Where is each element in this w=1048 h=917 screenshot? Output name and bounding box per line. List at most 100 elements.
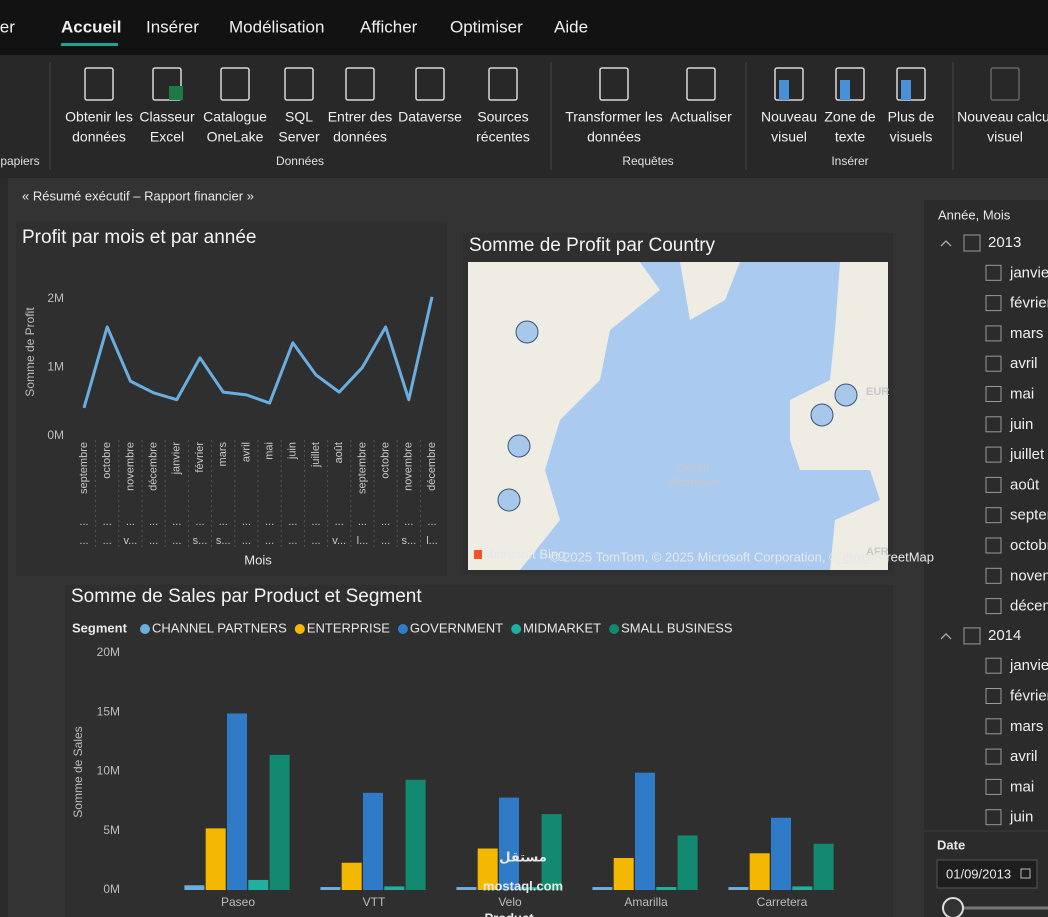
checkbox[interactable] (985, 355, 1002, 372)
checkbox[interactable] (963, 234, 981, 252)
map-bubble[interactable] (515, 320, 539, 344)
bar[interactable] (269, 754, 290, 890)
button-label[interactable]: Nouveau (761, 109, 817, 125)
legend-swatch[interactable] (140, 624, 150, 634)
map-bubble[interactable] (497, 488, 521, 512)
bar[interactable] (728, 887, 749, 890)
checkbox[interactable] (985, 657, 1002, 674)
bar[interactable] (320, 887, 341, 890)
bar[interactable] (792, 886, 813, 890)
slicer-month[interactable]: janvier (1009, 264, 1048, 281)
checkbox[interactable] (985, 416, 1002, 433)
button-label[interactable]: Actualiser (670, 109, 732, 125)
button-label[interactable]: données (72, 129, 126, 145)
slicer-month[interactable]: juin (1009, 416, 1033, 433)
slicer-month[interactable]: avril (1010, 355, 1038, 372)
slicer-month[interactable]: mai (1010, 385, 1034, 402)
tab[interactable]: ier (0, 17, 15, 36)
slicer-month[interactable]: février (1010, 687, 1048, 704)
slider-handle[interactable] (942, 897, 964, 917)
bar[interactable] (477, 848, 498, 890)
tab[interactable]: Accueil (61, 17, 121, 36)
bar[interactable] (205, 828, 226, 890)
checkbox[interactable] (985, 446, 1002, 463)
button-label[interactable]: Server (278, 129, 320, 145)
bar[interactable] (227, 713, 247, 890)
bar[interactable] (592, 887, 613, 890)
bar[interactable] (749, 853, 770, 890)
slicer-year[interactable]: 2014 (988, 627, 1021, 644)
bar[interactable] (184, 885, 205, 890)
bar[interactable] (248, 879, 269, 890)
bar[interactable] (520, 887, 541, 890)
button-label[interactable]: données (333, 129, 387, 145)
slicer-month[interactable]: août (1010, 476, 1040, 493)
tab[interactable]: Aide (554, 17, 588, 36)
collapse-chevron[interactable] (940, 240, 952, 247)
bar[interactable] (384, 886, 405, 890)
button-label[interactable]: Nouveau calcul (957, 109, 1048, 125)
legend-label[interactable]: GOVERNMENT (410, 620, 503, 635)
slicer-month[interactable]: avril (1010, 748, 1038, 765)
button-label[interactable]: Excel (150, 129, 184, 145)
checkbox[interactable] (985, 325, 1002, 342)
map-terms[interactable]: Terms (836, 549, 872, 564)
bar[interactable] (613, 858, 634, 890)
tab[interactable]: Afficher (360, 17, 418, 36)
checkbox[interactable] (985, 809, 1002, 826)
button-label[interactable]: Transformer les (565, 109, 663, 125)
bar[interactable] (656, 887, 677, 890)
checkbox[interactable] (985, 748, 1002, 765)
button-label[interactable]: Plus de (888, 109, 935, 125)
slicer-year[interactable]: 2013 (988, 234, 1021, 251)
slicer-month[interactable]: octobre (1010, 537, 1048, 554)
legend-swatch[interactable] (397, 624, 408, 634)
bar[interactable] (635, 772, 655, 890)
button-label[interactable]: OneLake (207, 129, 264, 145)
slicer-month[interactable]: janvier (1009, 657, 1048, 674)
button-label[interactable]: visuel (987, 129, 1023, 145)
tab[interactable]: Modélisation (229, 17, 324, 36)
map-bubble[interactable] (810, 403, 834, 427)
checkbox[interactable] (985, 507, 1002, 524)
slicer-month[interactable]: mars (1010, 718, 1043, 735)
button-label[interactable]: Entrer des (328, 109, 393, 125)
slicer-month[interactable]: novembre (1010, 567, 1048, 584)
slicer-month[interactable]: mars (1010, 325, 1043, 342)
date-value[interactable]: 01/09/2013 (946, 866, 1011, 881)
checkbox[interactable] (963, 627, 981, 645)
legend-swatch[interactable] (609, 624, 620, 634)
bar[interactable] (541, 814, 562, 890)
button-label[interactable]: Classeur (139, 109, 195, 125)
slicer-month[interactable]: décembre (1010, 598, 1048, 615)
legend-label[interactable]: CHANNEL PARTNERS (152, 620, 287, 635)
date-input[interactable] (936, 859, 1038, 889)
button-label[interactable]: texte (835, 129, 866, 145)
button-label[interactable]: Obtenir les (65, 109, 133, 125)
slicer-month[interactable]: mai (1010, 778, 1034, 795)
legend-label[interactable]: SMALL BUSINESS (621, 620, 733, 635)
bar[interactable] (771, 817, 791, 890)
bar[interactable] (456, 887, 477, 890)
slicer-month[interactable]: juillet (1009, 446, 1045, 463)
legend-swatch[interactable] (294, 624, 305, 634)
bar[interactable] (405, 779, 426, 890)
checkbox[interactable] (985, 264, 1002, 281)
slicer-month[interactable]: février (1010, 295, 1048, 312)
slicer-month[interactable]: juin (1009, 809, 1033, 826)
slicer-month[interactable]: septembre (1010, 507, 1048, 524)
button-label[interactable]: Sources (477, 109, 528, 125)
tab[interactable]: Optimiser (450, 17, 523, 36)
bar[interactable] (813, 843, 834, 890)
checkbox[interactable] (985, 295, 1002, 312)
checkbox[interactable] (985, 688, 1002, 704)
checkbox[interactable] (985, 537, 1002, 554)
bar[interactable] (677, 835, 698, 890)
legend-label[interactable]: MIDMARKET (523, 620, 601, 635)
bar[interactable] (363, 792, 383, 890)
tab[interactable]: Insérer (146, 17, 199, 36)
button-label[interactable]: récentes (476, 129, 530, 145)
button-label[interactable]: SQL (285, 109, 313, 125)
button-label[interactable]: Catalogue (203, 109, 267, 125)
map-bubble[interactable] (507, 434, 531, 458)
